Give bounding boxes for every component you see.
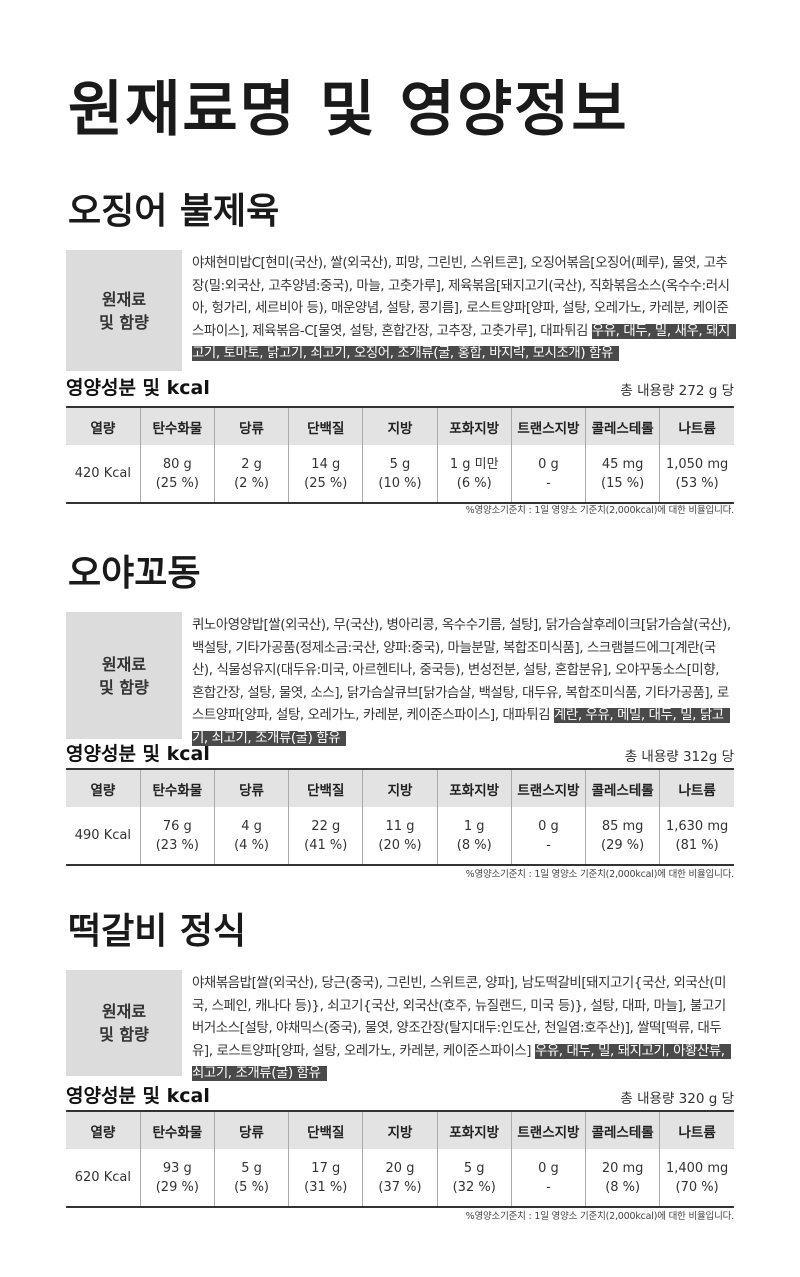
ingredients-box: 원재료 및 함량 퀴노아영양밥[쌀(외국산), 무(국산), 병아리콩, 옥수수기… (66, 612, 734, 746)
cholesterol-cell: 20 mg (8 %) (585, 1149, 660, 1207)
trans-fat-cell: 0 g- (510, 445, 586, 503)
col-carbs: 탄수화물 (139, 1111, 215, 1149)
col-sodium: 나트륨 (659, 1111, 734, 1149)
col-trans-fat: 트랜스지방 (510, 1111, 586, 1149)
col-calories: 열량 (90, 1124, 116, 1141)
nutrition-header-row: 열량 탄수화물 당류 단백질 지방 포화지방 트랜스지방 콜레스테롤 나트륨 (66, 769, 734, 807)
sodium-cell: 1,400 mg (70 %) (659, 1149, 734, 1207)
nutrition-title: 영양성분 및 kcal (66, 1085, 210, 1107)
ingredients-label: 원재료 및 함량 (66, 970, 182, 1076)
col-trans-fat: 트랜스지방 (510, 769, 586, 807)
col-calories: 열량 (90, 782, 116, 799)
fat-cell: 5 g (10 %) (362, 445, 438, 503)
nutrition-title: 영양성분 및 kcal (66, 377, 210, 399)
sugars-cell: 4 g (4 %) (213, 807, 289, 865)
ingredients-box: 원재료 및 함량 야채볶음밥[쌀(외국산), 당근(중국), 그린빈, 스위트콘,… (66, 970, 734, 1082)
saturated-fat-cell: 1 g 미만 (6 %) (436, 445, 512, 503)
nutrition-header: 영양성분 및 kcal 총 내용량 320 g 당 (66, 1082, 734, 1106)
carbs-cell: 93 g (29 %) (139, 1149, 215, 1207)
total-content: 총 내용량 312g 당 (624, 748, 734, 765)
carbs-cell: 76 g (23 %) (139, 807, 215, 865)
col-fat: 지방 (362, 1111, 438, 1149)
ingredients-label: 원재료 및 함량 (66, 250, 182, 371)
nutrition-title: 영양성분 및 kcal (66, 743, 210, 765)
col-sodium: 나트륨 (659, 769, 734, 807)
ingredients-box: 원재료 및 함량 야채현미밥C[현미(국산), 쌀(외국산), 피망, 그린빈, … (66, 250, 736, 371)
calories-cell: 620 Kcal (74, 1170, 131, 1185)
col-protein: 단백질 (288, 1111, 363, 1149)
col-protein: 단백질 (288, 769, 363, 807)
nutrition-header: 영양성분 및 kcal 총 내용량 312g 당 (66, 740, 734, 764)
page-title: 원재료명 및 영양정보 (68, 75, 629, 145)
col-sugars: 당류 (213, 1111, 289, 1149)
fat-cell: 11 g (20 %) (362, 807, 438, 865)
fat-cell: 20 g (37 %) (362, 1149, 438, 1207)
calories-cell: 490 Kcal (74, 828, 131, 843)
product-title: 오야꼬동 (68, 553, 201, 594)
ingredients-text: 야채현미밥C[현미(국산), 쌀(외국산), 피망, 그린빈, 스위트콘], 오… (182, 250, 736, 371)
protein-cell: 14 g (25 %) (288, 445, 363, 503)
product-title: 떡갈비 정식 (68, 911, 247, 952)
nutrition-note: %영양소기준치 : 1일 영양소 기준치(2,000kcal)에 대한 비율입니… (465, 869, 735, 880)
total-content: 총 내용량 320 g 당 (620, 1090, 734, 1107)
col-sodium: 나트륨 (659, 407, 734, 445)
carbs-cell: 80 g (25 %) (139, 445, 215, 503)
col-cholesterol: 콜레스테롤 (585, 769, 660, 807)
ingredients-text: 퀴노아영양밥[쌀(외국산), 무(국산), 병아리콩, 옥수수기름, 설탕], … (182, 612, 734, 746)
nutrition-table: 열량 탄수화물 당류 단백질 지방 포화지방 트랜스지방 콜레스테롤 나트륨 4… (66, 406, 734, 504)
ingredients-label: 원재료 및 함량 (66, 612, 182, 739)
sodium-cell: 1,050 mg (53 %) (659, 445, 734, 503)
saturated-fat-cell: 5 g (32 %) (436, 1149, 512, 1207)
sugars-cell: 5 g (5 %) (213, 1149, 289, 1207)
calories-cell: 420 Kcal (74, 466, 131, 481)
protein-cell: 22 g (41 %) (288, 807, 363, 865)
nutrition-header-row: 열량 탄수화물 당류 단백질 지방 포화지방 트랜스지방 콜레스테롤 나트륨 (66, 1111, 734, 1149)
nutrition-values-row: 420 Kcal 80 g (25 %) 2 g (2 %) 14 g (25 %) … (66, 445, 734, 503)
col-sugars: 당류 (213, 769, 289, 807)
ingredients-list: 야채볶음밥[쌀(외국산), 당근(중국), 그린빈, 스위트콘, 양파], 남도… (192, 976, 727, 1059)
col-saturated-fat: 포화지방 (436, 769, 512, 807)
col-carbs: 탄수화물 (139, 407, 215, 445)
trans-fat-cell: 0 g- (510, 807, 586, 865)
col-calories: 열량 (90, 420, 116, 437)
ingredients-list: 야채현미밥C[현미(국산), 쌀(외국산), 피망, 그린빈, 스위트콘], 오… (192, 256, 730, 339)
sodium-cell: 1,630 mg (81 %) (659, 807, 734, 865)
col-saturated-fat: 포화지방 (436, 407, 512, 445)
cholesterol-cell: 45 mg (15 %) (585, 445, 660, 503)
nutrition-header: 영양성분 및 kcal 총 내용량 272 g 당 (66, 374, 734, 398)
product-title: 오징어 불제육 (68, 191, 280, 232)
saturated-fat-cell: 1 g (8 %) (436, 807, 512, 865)
nutrition-note: %영양소기준치 : 1일 영양소 기준치(2,000kcal)에 대한 비율입니… (465, 1211, 735, 1222)
sugars-cell: 2 g (2 %) (213, 445, 289, 503)
col-carbs: 탄수화물 (139, 769, 215, 807)
trans-fat-cell: 0 g- (510, 1149, 586, 1207)
total-content: 총 내용량 272 g 당 (620, 382, 734, 399)
nutrition-values-row: 620 Kcal 93 g (29 %) 5 g (5 %) 17 g (31 %) … (66, 1149, 734, 1207)
col-fat: 지방 (362, 769, 438, 807)
ingredients-list: 퀴노아영양밥[쌀(외국산), 무(국산), 병아리콩, 옥수수기름, 설탕], … (192, 618, 731, 724)
col-fat: 지방 (362, 407, 438, 445)
col-saturated-fat: 포화지방 (436, 1111, 512, 1149)
nutrition-values-row: 490 Kcal 76 g (23 %) 4 g (4 %) 22 g (41 %) … (66, 807, 734, 865)
cholesterol-cell: 85 mg (29 %) (585, 807, 660, 865)
nutrition-table: 열량 탄수화물 당류 단백질 지방 포화지방 트랜스지방 콜레스테롤 나트륨 4… (66, 768, 734, 866)
col-cholesterol: 콜레스테롤 (585, 407, 660, 445)
col-cholesterol: 콜레스테롤 (585, 1111, 660, 1149)
nutrition-header-row: 열량 탄수화물 당류 단백질 지방 포화지방 트랜스지방 콜레스테롤 나트륨 (66, 407, 734, 445)
nutrition-table: 열량 탄수화물 당류 단백질 지방 포화지방 트랜스지방 콜레스테롤 나트륨 6… (66, 1110, 734, 1208)
col-protein: 단백질 (288, 407, 363, 445)
nutrition-note: %영양소기준치 : 1일 영양소 기준치(2,000kcal)에 대한 비율입니… (465, 505, 735, 516)
col-trans-fat: 트랜스지방 (510, 407, 586, 445)
ingredients-text: 야채볶음밥[쌀(외국산), 당근(중국), 그린빈, 스위트콘, 양파], 남도… (182, 970, 734, 1082)
protein-cell: 17 g (31 %) (288, 1149, 363, 1207)
col-sugars: 당류 (213, 407, 289, 445)
